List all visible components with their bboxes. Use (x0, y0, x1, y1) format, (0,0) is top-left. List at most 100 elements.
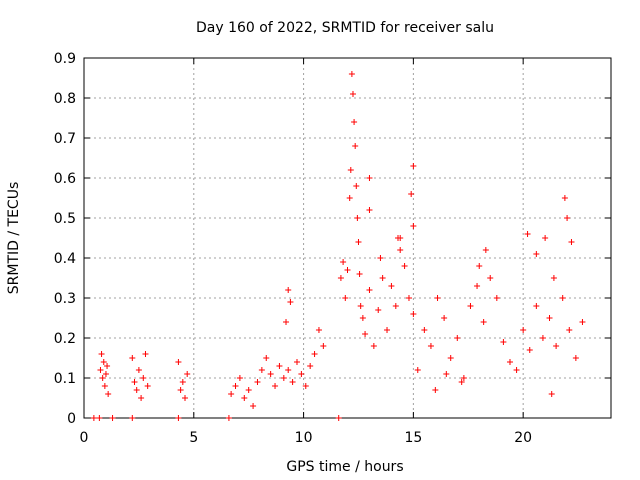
data-point (241, 395, 248, 401)
data-point (379, 275, 386, 281)
data-point (346, 195, 353, 201)
y-tick-label: 0.1 (54, 371, 76, 387)
grid-lines (84, 58, 611, 418)
data-point (447, 355, 454, 361)
data-point (434, 295, 441, 301)
data-point (384, 327, 391, 333)
data-point (100, 359, 107, 365)
data-point (397, 247, 404, 253)
data-point (135, 367, 142, 373)
data-point (568, 239, 575, 245)
data-point (348, 71, 355, 77)
y-tick-label: 0.4 (54, 251, 76, 267)
data-point (482, 247, 489, 253)
data-point (410, 163, 417, 169)
data-point (97, 367, 104, 373)
y-tick-label: 0 (67, 411, 76, 427)
data-point (546, 315, 553, 321)
data-point (280, 375, 287, 381)
data-point (179, 379, 186, 385)
data-point (572, 355, 579, 361)
chart-title: Day 160 of 2022, SRMTID for receiver sal… (196, 20, 494, 36)
data-point (293, 359, 300, 365)
data-point (344, 267, 351, 273)
data-point (349, 91, 356, 97)
data-point (421, 327, 428, 333)
data-point (395, 235, 402, 241)
x-axis-label: GPS time / hours (286, 459, 403, 475)
data-point (487, 275, 494, 281)
data-point (307, 363, 314, 369)
data-point (311, 351, 318, 357)
data-point (377, 255, 384, 261)
data-point (133, 387, 140, 393)
data-point (144, 383, 151, 389)
data-point (520, 327, 527, 333)
data-point (357, 303, 364, 309)
data-point (564, 215, 571, 221)
data-point (272, 383, 279, 389)
x-tick-label: 5 (189, 430, 198, 446)
y-axis-label: SRMTID / TECUs (6, 182, 22, 295)
data-point (245, 387, 252, 393)
data-point (287, 299, 294, 305)
data-point (353, 183, 360, 189)
data-point (550, 275, 557, 281)
data-point (454, 335, 461, 341)
data-point (401, 263, 408, 269)
data-point (460, 375, 467, 381)
data-point (366, 175, 373, 181)
data-point (539, 335, 546, 341)
data-point (467, 303, 474, 309)
data-point (267, 371, 274, 377)
data-point (366, 207, 373, 213)
data-point (177, 387, 184, 393)
data-point (359, 315, 366, 321)
data-point (101, 383, 108, 389)
data-point (250, 403, 257, 409)
data-point (542, 235, 549, 241)
data-point (356, 271, 363, 277)
data-point (410, 311, 417, 317)
x-tick-label: 10 (295, 430, 313, 446)
data-point (283, 319, 290, 325)
data-point (414, 367, 421, 373)
data-point (500, 339, 507, 345)
data-point (263, 355, 270, 361)
data-point (228, 391, 235, 397)
data-point (362, 331, 369, 337)
data-point (474, 283, 481, 289)
data-point (254, 379, 261, 385)
y-tick-label: 0.5 (54, 211, 76, 227)
data-point (441, 315, 448, 321)
x-tick-labels: 0 5 10 15 20 (80, 430, 533, 446)
data-point (175, 415, 182, 421)
data-point (129, 415, 136, 421)
data-point (458, 379, 465, 385)
data-point (524, 231, 531, 237)
data-point (559, 295, 566, 301)
data-point (109, 415, 116, 421)
data-point (561, 195, 568, 201)
data-point (337, 275, 344, 281)
data-point (131, 379, 138, 385)
data-point (579, 319, 586, 325)
data-point (432, 387, 439, 393)
data-point (340, 259, 347, 265)
data-point (129, 355, 136, 361)
data-point (392, 303, 399, 309)
data-point (526, 347, 533, 353)
data-point (352, 143, 359, 149)
data-point (533, 303, 540, 309)
data-point (182, 395, 189, 401)
data-point (355, 239, 362, 245)
data-point (140, 375, 147, 381)
data-point (184, 371, 191, 377)
data-point (298, 371, 305, 377)
y-tick-label: 0.9 (54, 51, 76, 67)
data-point (375, 307, 382, 313)
data-point (533, 251, 540, 257)
data-point (289, 379, 296, 385)
y-tick-label: 0.3 (54, 291, 76, 307)
data-point (410, 223, 417, 229)
